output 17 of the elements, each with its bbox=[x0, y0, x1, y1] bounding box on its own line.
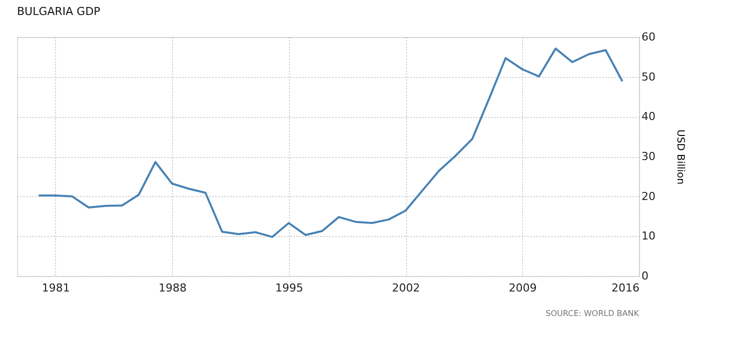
y-tick-label: 60 bbox=[642, 30, 656, 44]
y-tick-label: 30 bbox=[642, 150, 656, 163]
x-tick-label: 1995 bbox=[275, 282, 304, 294]
x-tick-label: 1981 bbox=[42, 282, 70, 294]
x-tick-label: 2009 bbox=[508, 282, 537, 294]
x-tick-label: 2016 bbox=[612, 282, 640, 294]
y-tick-label: 50 bbox=[642, 70, 656, 84]
x-tick-label: 1988 bbox=[158, 282, 187, 294]
x-tick-label: 2002 bbox=[392, 282, 420, 294]
chart-title: BULGARIA GDP bbox=[17, 5, 101, 18]
y-tick-label: 10 bbox=[642, 230, 656, 243]
y-tick-label: 0 bbox=[642, 270, 648, 282]
source-note: SOURCE: WORLD BANK bbox=[546, 309, 640, 318]
y-axis-title: USD Billion bbox=[674, 130, 686, 184]
line-series bbox=[38, 48, 624, 238]
y-tick-label: 20 bbox=[642, 190, 656, 203]
y-tick-label: 40 bbox=[642, 110, 656, 124]
